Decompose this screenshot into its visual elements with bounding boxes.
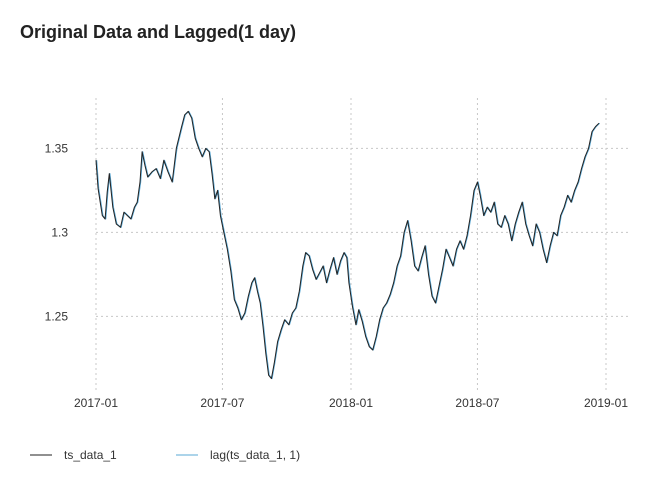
series-lines (95, 110, 601, 380)
x-tick-label: 2017-07 (200, 396, 244, 410)
series-line-lagged (96, 110, 601, 380)
chart-title: Original Data and Lagged(1 day) (20, 22, 296, 42)
x-tick-label: 2018-01 (329, 396, 373, 410)
legend-label: lag(ts_data_1, 1) (210, 448, 300, 462)
legend: ts_data_1 lag(ts_data_1, 1) (30, 448, 300, 462)
grid (95, 98, 628, 392)
y-axis: 1.25 1.3 1.35 (45, 141, 69, 323)
y-tick-label: 1.25 (45, 309, 69, 323)
y-tick-label: 1.35 (45, 141, 69, 155)
y-tick-label: 1.3 (51, 225, 68, 239)
x-tick-label: 2018-07 (455, 396, 499, 410)
legend-label: ts_data_1 (64, 448, 117, 462)
x-tick-label: 2019-01 (584, 396, 628, 410)
series-line-original (95, 110, 600, 380)
x-tick-label: 2017-01 (74, 396, 118, 410)
x-axis: 2017-01 2017-07 2018-01 2018-07 2019-01 (74, 396, 628, 410)
